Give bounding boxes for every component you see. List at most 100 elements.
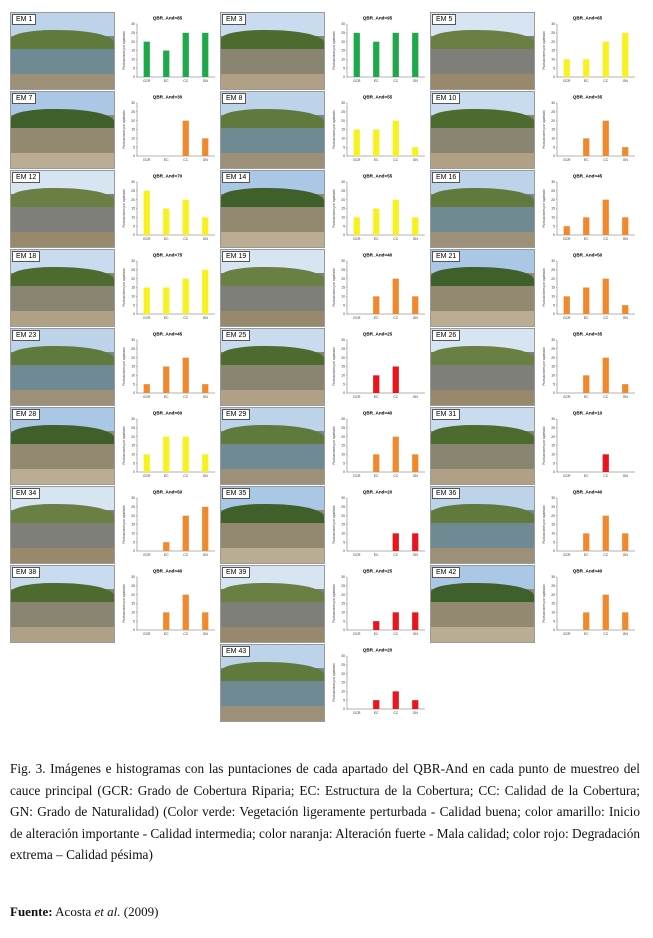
site-label: EM 35 [222, 488, 251, 499]
photo-bank [431, 310, 534, 326]
y-tick-label: 0 [133, 233, 135, 237]
y-tick-label: 20 [551, 593, 555, 597]
histogram-svg: QBR_And=10 Puntuaciones por apartado 0 5 10 1… [542, 411, 635, 478]
bar-cc [602, 199, 609, 235]
y-tick-label: 20 [341, 119, 345, 123]
bar-gcr [563, 59, 570, 77]
y-tick-label: 20 [341, 198, 345, 202]
chart-title: QBR_And=20 [363, 648, 393, 653]
histogram-svg: QBR_And=60 Puntuaciones por apartado 0 5 10 1… [122, 411, 215, 478]
y-tick-label: 15 [131, 286, 135, 290]
y-tick-label: 20 [551, 356, 555, 360]
site-label: EM 1 [12, 14, 37, 25]
y-tick-label: 15 [131, 49, 135, 53]
photo-hill [431, 29, 534, 53]
x-tick-label: GN [623, 79, 629, 83]
site-panel: EM 1 QBR_And=85 Puntuaciones por apartado 0… [10, 12, 219, 90]
y-tick-label: 0 [133, 549, 135, 553]
x-tick-label: EC [374, 474, 379, 478]
site-label: EM 28 [12, 409, 41, 420]
site-histogram: QBR_And=35 Puntuaciones por apartado 0 5 10 1… [536, 328, 639, 406]
y-tick-label: 5 [343, 461, 345, 465]
site-panel: EM 12 QBR_And=70 Puntuaciones por apartado… [10, 170, 219, 248]
y-tick-label: 25 [131, 189, 135, 193]
chart-title: QBR_And=85 [153, 16, 183, 21]
y-axis-label: Puntuaciones por apartado [332, 505, 336, 544]
y-tick-label: 15 [341, 523, 345, 527]
photo-bank [431, 231, 534, 247]
photo-hill [221, 108, 324, 132]
y-tick-label: 0 [133, 628, 135, 632]
photo-hill [11, 187, 114, 211]
y-tick-label: 15 [551, 207, 555, 211]
x-tick-label: CC [393, 395, 398, 399]
site-panel: EM 14 QBR_And=55 Puntuaciones por apartado… [220, 170, 429, 248]
y-tick-label: 10 [551, 137, 555, 141]
bar-cc [392, 612, 399, 630]
bar-gn [412, 296, 419, 314]
site-panel: EM 28 QBR_And=60 Puntuaciones por apartado… [10, 407, 219, 485]
x-tick-label: GN [413, 158, 419, 162]
site-photo: EM 25 [220, 328, 325, 406]
bar-ec [373, 621, 380, 630]
bar-ec [583, 59, 590, 77]
y-tick-label: 0 [553, 549, 555, 553]
y-tick-label: 30 [551, 496, 555, 500]
histogram-svg: QBR_And=30 Puntuaciones por apartado 0 5 10 1… [122, 95, 215, 162]
site-photo: EM 1 [10, 12, 115, 90]
y-tick-label: 25 [341, 505, 345, 509]
x-tick-label: EC [374, 395, 379, 399]
y-tick-label: 0 [553, 233, 555, 237]
bar-gn [622, 217, 629, 235]
y-tick-label: 10 [551, 532, 555, 536]
y-tick-label: 25 [131, 268, 135, 272]
y-tick-label: 20 [551, 514, 555, 518]
y-tick-label: 20 [341, 514, 345, 518]
x-tick-label: CC [183, 395, 188, 399]
y-tick-label: 0 [553, 75, 555, 79]
y-axis-label: Puntuaciones por apartado [332, 426, 336, 465]
y-tick-label: 15 [551, 128, 555, 132]
site-histogram: QBR_And=75 Puntuaciones por apartado 0 5 10 1… [116, 249, 219, 327]
y-tick-label: 10 [341, 453, 345, 457]
site-histogram: QBR_And=20 Puntuaciones por apartado 0 5 10 1… [326, 486, 429, 564]
x-tick-label: CC [603, 395, 608, 399]
site-label: EM 31 [432, 409, 461, 420]
site-label: EM 7 [12, 93, 37, 104]
bar-gn [202, 269, 209, 314]
x-tick-label: GCR [563, 237, 571, 241]
histogram-svg: QBR_And=40 Puntuaciones por apartado 0 5 10 1… [332, 253, 425, 320]
bar-gn [202, 454, 209, 472]
x-tick-label: EC [584, 395, 589, 399]
x-tick-label: GN [623, 316, 629, 320]
y-tick-label: 30 [131, 496, 135, 500]
site-panel: EM 10 QBR_And=35 Puntuaciones por apartado… [430, 91, 639, 169]
bar-cc [392, 691, 399, 709]
y-tick-label: 25 [131, 31, 135, 35]
figure-caption: Fig. 3. Imágenes e histogramas con las p… [10, 761, 640, 863]
chart-title: QBR_And=55 [363, 95, 393, 100]
x-tick-label: CC [183, 632, 188, 636]
y-tick-label: 20 [551, 40, 555, 44]
x-tick-label: CC [603, 237, 608, 241]
bar-cc [602, 41, 609, 77]
y-tick-label: 0 [553, 628, 555, 632]
site-label: EM 25 [222, 330, 251, 341]
y-tick-label: 30 [131, 575, 135, 579]
site-panel: EM 34 QBR_And=50 Puntuaciones por apartado… [10, 486, 219, 564]
y-axis-label: Puntuaciones por apartado [122, 31, 126, 70]
bar-gn [622, 147, 629, 156]
bar-ec [373, 41, 380, 77]
histogram-svg: QBR_And=75 Puntuaciones por apartado 0 5 10 1… [122, 253, 215, 320]
x-tick-label: GCR [563, 395, 571, 399]
bar-ec [583, 375, 590, 393]
y-tick-label: 25 [551, 505, 555, 509]
site-label: EM 19 [222, 251, 251, 262]
site-panel: EM 26 QBR_And=35 Puntuaciones por apartado… [430, 328, 639, 406]
histogram-svg: QBR_And=70 Puntuaciones por apartado 0 5 10 1… [122, 174, 215, 241]
bar-gcr [353, 129, 360, 156]
photo-bank [431, 547, 534, 563]
y-tick-label: 30 [341, 259, 345, 263]
x-tick-label: GN [413, 553, 419, 557]
photo-bank [221, 152, 324, 168]
